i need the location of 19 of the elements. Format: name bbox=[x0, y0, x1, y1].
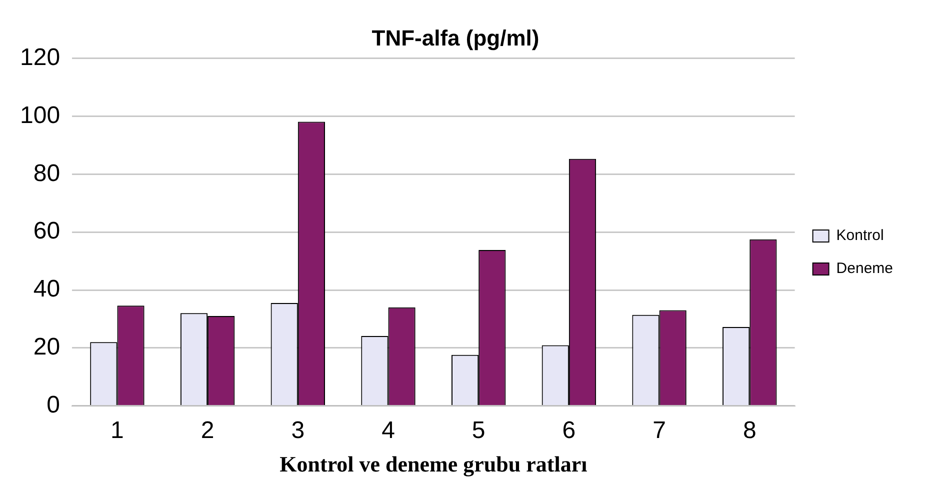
x-tick-label: 6 bbox=[562, 416, 576, 444]
x-tick-label: 8 bbox=[742, 416, 756, 444]
x-axis-title: Kontrol ve deneme grubu ratları bbox=[280, 451, 588, 476]
y-tick-label: 80 bbox=[33, 160, 60, 187]
x-tick-label: 7 bbox=[652, 416, 666, 444]
x-tick-label: 1 bbox=[110, 416, 124, 444]
legend-label: Kontrol bbox=[836, 227, 884, 244]
y-tick-label: 120 bbox=[20, 44, 60, 72]
x-tick-label: 4 bbox=[382, 416, 395, 444]
x-tick-label: 3 bbox=[291, 416, 305, 444]
y-tick-label: 60 bbox=[33, 218, 60, 245]
x-tick-label: 2 bbox=[200, 416, 214, 444]
y-tick-label: 20 bbox=[33, 334, 60, 361]
legend-label: Deneme bbox=[836, 260, 894, 278]
y-tick-label: 100 bbox=[20, 102, 60, 129]
y-tick-label: 0 bbox=[46, 391, 60, 418]
y-tick-label: 40 bbox=[33, 276, 60, 303]
x-tick-label: 5 bbox=[472, 416, 486, 444]
chart-title: TNF-alfa (pg/ml) bbox=[372, 25, 540, 50]
